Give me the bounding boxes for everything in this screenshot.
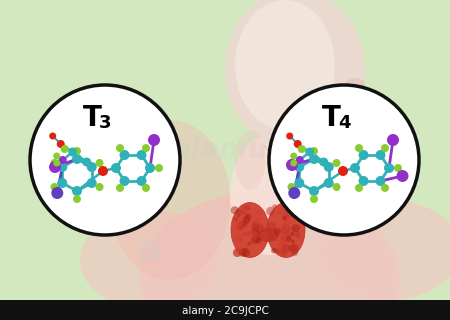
Ellipse shape	[225, 0, 365, 150]
Circle shape	[271, 248, 277, 253]
Circle shape	[319, 157, 328, 166]
Circle shape	[292, 241, 295, 245]
Circle shape	[285, 209, 293, 217]
Ellipse shape	[336, 103, 354, 113]
Circle shape	[72, 154, 82, 164]
Circle shape	[375, 176, 386, 186]
Circle shape	[288, 159, 296, 167]
Circle shape	[252, 225, 259, 232]
Circle shape	[271, 236, 276, 241]
Circle shape	[394, 164, 402, 172]
Circle shape	[298, 145, 306, 153]
Circle shape	[279, 233, 288, 242]
Circle shape	[294, 178, 304, 188]
Circle shape	[282, 216, 287, 220]
Circle shape	[234, 217, 239, 222]
Circle shape	[251, 228, 259, 237]
Circle shape	[57, 140, 65, 148]
Circle shape	[241, 248, 250, 257]
Text: a: a	[382, 118, 399, 142]
Circle shape	[251, 236, 260, 244]
Circle shape	[324, 162, 334, 172]
Circle shape	[57, 162, 68, 172]
Circle shape	[252, 217, 261, 225]
Circle shape	[237, 209, 243, 215]
Circle shape	[295, 209, 302, 216]
Circle shape	[359, 150, 369, 160]
Circle shape	[87, 178, 97, 188]
Circle shape	[294, 162, 304, 172]
Circle shape	[381, 184, 389, 192]
Text: a: a	[138, 233, 162, 267]
Circle shape	[237, 228, 241, 232]
Ellipse shape	[235, 130, 265, 190]
Circle shape	[50, 183, 58, 191]
Circle shape	[82, 157, 91, 166]
Circle shape	[98, 166, 108, 176]
Circle shape	[288, 209, 292, 213]
Circle shape	[73, 195, 81, 203]
Circle shape	[375, 150, 386, 160]
Circle shape	[49, 132, 56, 140]
Circle shape	[256, 232, 265, 240]
Circle shape	[276, 249, 280, 253]
Ellipse shape	[267, 203, 305, 258]
Text: T: T	[322, 104, 341, 132]
Circle shape	[72, 186, 82, 196]
Circle shape	[278, 242, 286, 250]
Circle shape	[294, 209, 298, 213]
Circle shape	[120, 150, 130, 160]
Circle shape	[350, 163, 360, 173]
Circle shape	[296, 156, 304, 164]
Circle shape	[290, 159, 297, 166]
Ellipse shape	[230, 135, 310, 255]
Circle shape	[381, 144, 389, 152]
Circle shape	[236, 247, 243, 254]
Text: 4: 4	[338, 114, 351, 132]
Circle shape	[53, 159, 60, 166]
Circle shape	[111, 163, 121, 173]
Circle shape	[286, 236, 292, 242]
Circle shape	[310, 195, 318, 203]
Circle shape	[95, 183, 104, 191]
Circle shape	[287, 246, 291, 250]
Circle shape	[145, 163, 155, 173]
Circle shape	[155, 164, 163, 172]
Circle shape	[290, 153, 297, 159]
Circle shape	[245, 213, 252, 220]
Circle shape	[278, 249, 281, 252]
Circle shape	[87, 162, 97, 172]
Circle shape	[274, 228, 281, 235]
Circle shape	[233, 247, 243, 257]
Circle shape	[292, 249, 298, 256]
Circle shape	[245, 243, 249, 247]
Circle shape	[68, 148, 77, 156]
Circle shape	[286, 159, 298, 171]
Circle shape	[243, 216, 250, 224]
Circle shape	[266, 222, 276, 232]
Ellipse shape	[320, 200, 450, 300]
Circle shape	[237, 214, 240, 217]
Circle shape	[276, 249, 281, 253]
Circle shape	[359, 176, 369, 186]
Circle shape	[288, 209, 295, 215]
Circle shape	[288, 183, 296, 191]
Circle shape	[247, 231, 251, 235]
Circle shape	[231, 206, 239, 214]
Circle shape	[396, 170, 409, 182]
Circle shape	[248, 242, 251, 245]
Circle shape	[242, 232, 246, 236]
Circle shape	[238, 227, 242, 230]
Circle shape	[148, 134, 160, 146]
Circle shape	[254, 223, 263, 232]
Ellipse shape	[305, 90, 375, 150]
Circle shape	[255, 237, 261, 244]
Ellipse shape	[257, 228, 279, 242]
Circle shape	[142, 184, 150, 192]
Circle shape	[269, 85, 419, 235]
Circle shape	[53, 153, 60, 159]
Ellipse shape	[80, 210, 220, 310]
Circle shape	[233, 249, 241, 257]
Circle shape	[333, 159, 341, 167]
